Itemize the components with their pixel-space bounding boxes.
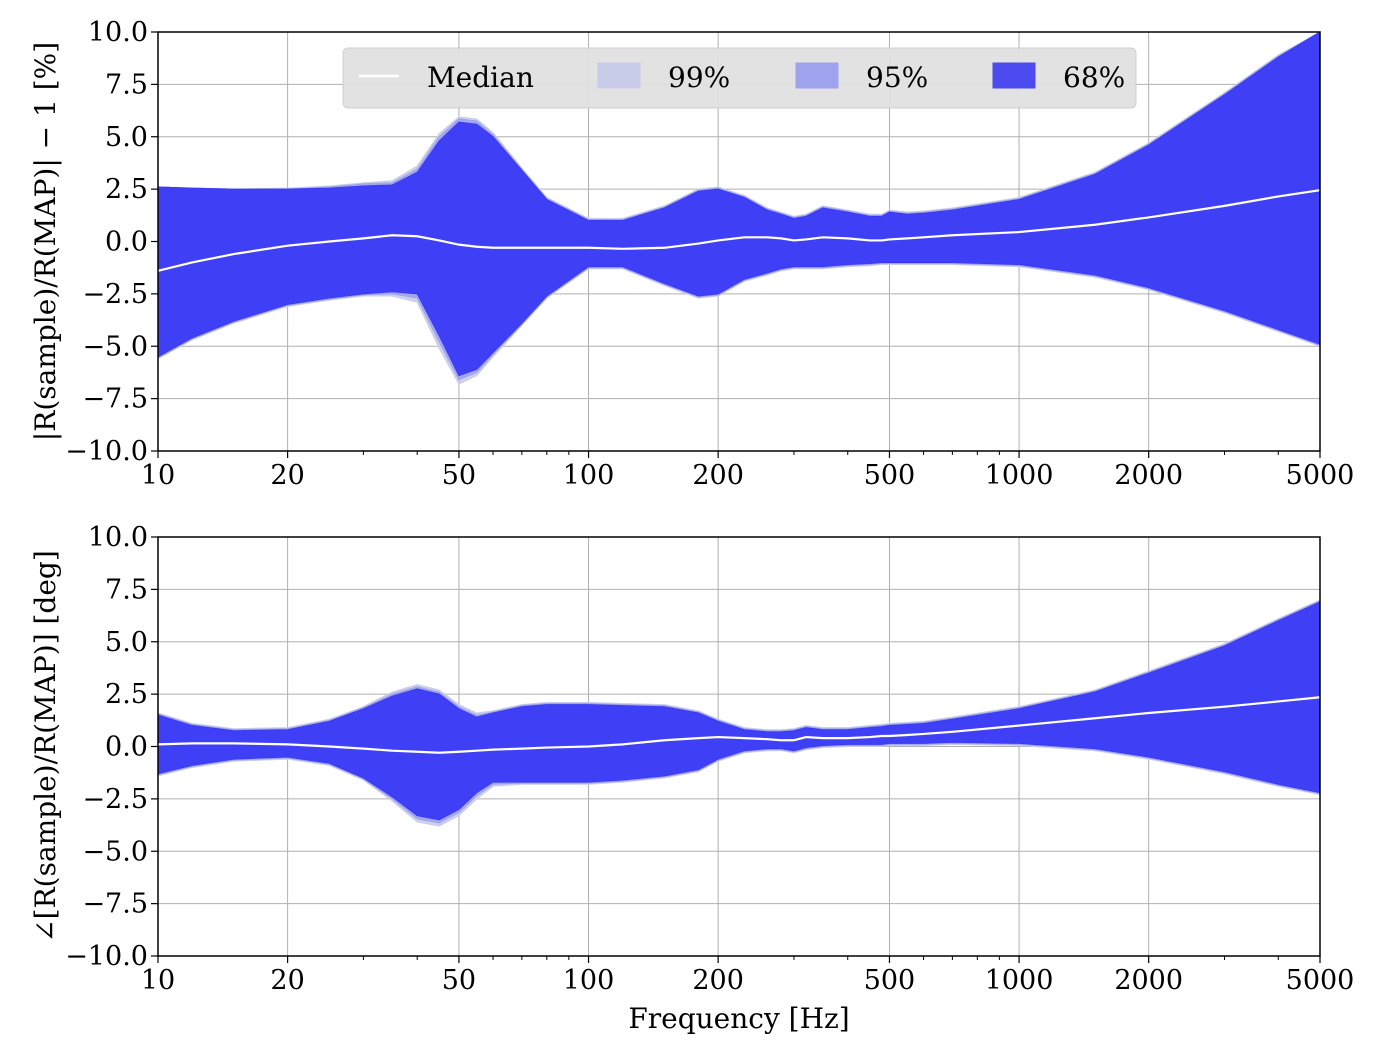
chart-panel-1: 10 20 50 100 200 500 1000 2000 5000 10.0 7.5 5.0 2.5…: [29, 17, 1354, 491]
x-tick-label: 200: [692, 965, 744, 996]
x-tick-label: 500: [864, 965, 916, 996]
y-tick-label: −10.0: [65, 436, 148, 467]
legend-label: 68%: [1063, 61, 1125, 94]
y-tick-label: −2.5: [82, 279, 148, 310]
legend-handle-99pct: [597, 62, 641, 89]
legend-handle-68pct: [992, 62, 1036, 89]
y-tick-label: 0.0: [105, 227, 148, 258]
y-tick-label: −5.0: [82, 836, 148, 867]
y-tick-label: 2.5: [105, 679, 148, 710]
x-tick-label: 100: [563, 460, 615, 491]
y-tick-label: −7.5: [82, 384, 148, 415]
median-line: [157, 189, 1321, 272]
legend-box: [342, 47, 1137, 109]
x-tick-label: 20: [270, 965, 304, 996]
x-tick-label: 5000: [1286, 460, 1355, 491]
median-line: [157, 696, 1321, 754]
y-tick-label: −5.0: [82, 331, 148, 362]
legend-label: 99%: [668, 61, 730, 94]
y-tick-label: 7.5: [105, 69, 148, 100]
y-tick-label: 5.0: [105, 627, 148, 658]
x-tick-label: 100: [563, 965, 615, 996]
x-tick-label: 5000: [1286, 965, 1355, 996]
y-axis-label: |R(sample)/R(MAP)| − 1 [%]: [29, 42, 62, 441]
x-tick-label: 1000: [985, 965, 1054, 996]
legend: Median 99% 95% 68%: [342, 47, 1137, 109]
x-tick-label: 50: [442, 460, 476, 491]
y-tick-label: −7.5: [82, 889, 148, 920]
x-tick-label: 200: [692, 460, 744, 491]
y-tick-label: 10.0: [88, 522, 148, 553]
y-tick-label: 7.5: [105, 574, 148, 605]
y-tick-label: 10.0: [88, 17, 148, 48]
x-tick-label: 2000: [1114, 965, 1183, 996]
x-tick-label: 10: [141, 460, 175, 491]
chart-panel-2: 10 20 50 100 200 500 1000 2000 5000 10.0 7.5 5.0 2.5…: [29, 522, 1354, 1035]
x-tick-label: 50: [442, 965, 476, 996]
x-tick-label: 10: [141, 965, 175, 996]
legend-label: 95%: [866, 61, 928, 94]
x-tick-label: 500: [864, 460, 916, 491]
legend-handle-95pct: [795, 62, 839, 89]
x-axis-label: Frequency [Hz]: [628, 1002, 849, 1035]
y-tick-label: 2.5: [105, 174, 148, 205]
x-tick-label: 20: [270, 460, 304, 491]
y-axis-label: ∠[R(sample)/R(MAP)] [deg]: [29, 550, 62, 943]
x-tick-label: 2000: [1114, 460, 1183, 491]
y-tick-label: −2.5: [82, 784, 148, 815]
x-tick-label: 1000: [985, 460, 1054, 491]
y-tick-label: 5.0: [105, 122, 148, 153]
y-tick-label: −10.0: [65, 941, 148, 972]
band-68pct: [157, 601, 1321, 821]
legend-label: Median: [427, 61, 534, 94]
y-tick-label: 0.0: [105, 732, 148, 763]
